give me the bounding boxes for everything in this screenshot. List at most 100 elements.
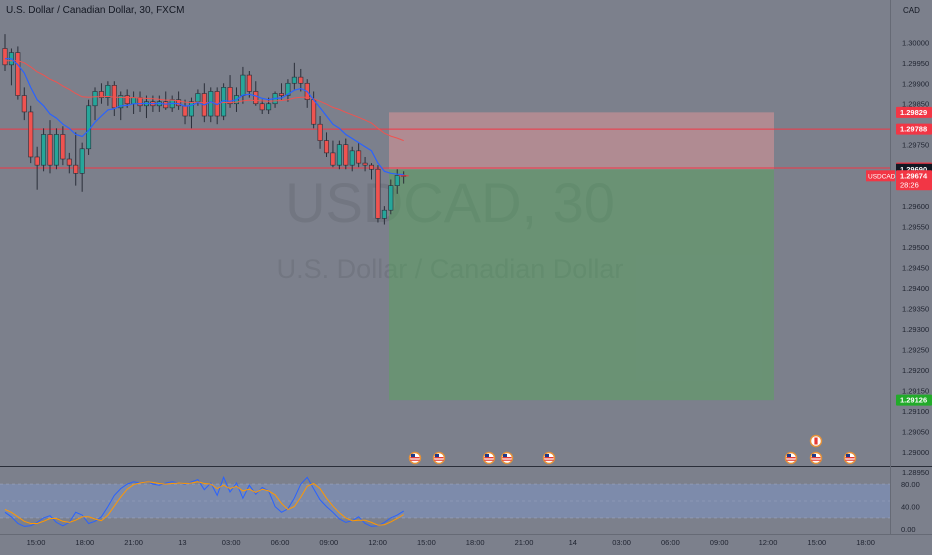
bullish-candle (92, 91, 98, 107)
time-tick-label: 15:00 (27, 538, 46, 547)
bullish-candle (336, 144, 342, 166)
bullish-candle (188, 101, 194, 117)
price-tick-label: 1.29050 (902, 427, 929, 436)
target-price-label-box (896, 394, 932, 406)
flag-stripe-icon (484, 457, 494, 459)
flag-canton-icon (545, 454, 549, 457)
bullish-candle (285, 82, 291, 96)
bearish-candle (182, 105, 188, 117)
stop-loss-zone (389, 112, 774, 170)
time-axis[interactable]: 15:00 18:00 21:00 13 03:00 06:00 09:00 12:00 15:… (27, 538, 875, 547)
price-tick-label: 1.29200 (902, 366, 929, 375)
stop-price-label-box (896, 106, 932, 118)
symbol-badge: USDCAD (868, 173, 896, 180)
economic-event-flags (408, 434, 857, 465)
bullish-candle (86, 105, 92, 150)
symbol-title[interactable]: U.S. Dollar / Canadian Dollar, 30, FXCM (6, 5, 184, 16)
bearish-candle (137, 97, 143, 107)
bearish-candle (362, 162, 368, 166)
time-tick-label: 03:00 (612, 538, 631, 547)
bearish-candle (311, 99, 317, 125)
price-tick-label: 1.29600 (902, 202, 929, 211)
price-tick-label: 1.30000 (902, 38, 929, 47)
bearish-candle (98, 91, 104, 98)
price-tick-label: 1.29250 (902, 345, 929, 354)
last-price-label-countdown: 28:26 (900, 180, 919, 189)
bullish-candle (118, 95, 124, 109)
position-zones (389, 112, 774, 401)
stochastic-d-line (4, 481, 404, 526)
flag-stripe-icon (410, 457, 420, 459)
flag-canton-icon (503, 454, 507, 457)
last-price-label: 1.29674 (900, 171, 928, 180)
time-tick-label: 18:00 (75, 538, 94, 547)
entry-price-label: 1.29690 (900, 165, 927, 174)
bearish-candle (330, 152, 336, 166)
time-tick-label: 18:00 (466, 538, 485, 547)
bearish-candle (124, 95, 130, 105)
time-tick-label: 13 (178, 538, 186, 547)
flag-canton-icon (787, 454, 791, 457)
flag-stripe-icon (845, 459, 855, 461)
stochastic-tick-label: 80.00 (901, 480, 920, 489)
flag-stripe-icon (786, 457, 796, 459)
time-tick-label: 14 (569, 538, 577, 547)
bearish-candle (317, 123, 323, 141)
bullish-candle (79, 148, 85, 174)
time-tick-label: 21:00 (515, 538, 534, 547)
time-tick-label: 12:00 (759, 538, 778, 547)
price-tick-label: 1.29550 (902, 223, 929, 232)
bearish-candle (356, 150, 362, 164)
axis-currency-label: CAD (903, 6, 920, 15)
flag-canton-icon (485, 454, 489, 457)
bearish-candle (227, 87, 233, 105)
bearish-candle (66, 158, 72, 166)
bearish-candle (323, 140, 329, 154)
bearish-candle (21, 95, 27, 113)
price-tick-label: 1.29500 (902, 243, 929, 252)
time-tick-label: 21:00 (124, 538, 143, 547)
hline-price-label: 1.29788 (900, 125, 927, 134)
price-tick-label: 1.29100 (902, 407, 929, 416)
bullish-candle (381, 209, 387, 219)
bullish-candle (195, 93, 201, 102)
stochastic-pane (0, 475, 890, 527)
price-tick-label: 1.29450 (902, 264, 929, 273)
flag-canton-icon (846, 454, 850, 457)
bearish-candle (298, 76, 304, 84)
price-tick-label: 1.29950 (902, 59, 929, 68)
price-tick-label: 1.29900 (902, 79, 929, 88)
bearish-candle (15, 52, 21, 96)
price-tick-label: 1.29750 (902, 141, 929, 150)
bullish-candle (266, 103, 272, 111)
bearish-candle (176, 99, 182, 107)
time-tick-label: 09:00 (710, 538, 729, 547)
maple-leaf-icon (814, 437, 818, 445)
bearish-candle (34, 156, 40, 166)
last-price-label-box (896, 170, 932, 191)
ema-fast-line (5, 58, 404, 176)
bearish-candle (253, 91, 259, 105)
bearish-candle (246, 74, 252, 92)
price-tick-label: 1.29300 (902, 325, 929, 334)
flag-stripe-icon (502, 459, 512, 461)
bullish-candle (131, 97, 137, 105)
price-tick-label: 1.29000 (902, 448, 929, 457)
stochastic-tick-label: 40.00 (901, 503, 920, 512)
stop-price-label: 1.29829 (900, 108, 927, 117)
price-tick-label: 1.29350 (902, 304, 929, 313)
price-tick-label: 1.29400 (902, 284, 929, 293)
bearish-candle (375, 168, 381, 219)
bearish-candle (369, 164, 375, 170)
entry-price-label-box (896, 163, 932, 175)
bullish-candle (240, 74, 246, 96)
time-tick-label: 06:00 (271, 538, 290, 547)
bearish-candle (73, 164, 79, 174)
time-tick-label: 15:00 (807, 538, 826, 547)
time-tick-label: 06:00 (661, 538, 680, 547)
stochastic-k-line (4, 475, 404, 527)
bullish-candle (349, 150, 355, 166)
